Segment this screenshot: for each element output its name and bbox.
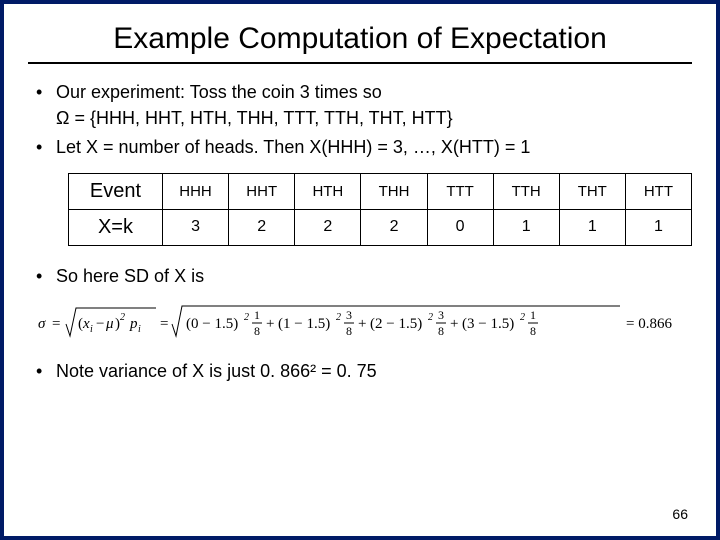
svg-text:+: + <box>358 316 366 332</box>
table-cell: 0 <box>427 209 493 245</box>
svg-text:(1 − 1.5): (1 − 1.5) <box>278 316 330 332</box>
bullet-list-top: Our experiment: Toss the coin 3 times so <box>28 80 692 104</box>
row-header-xk: X=k <box>69 209 163 245</box>
col-header: HHH <box>162 173 228 209</box>
bullet-list-top2: Let X = number of heads. Then X(HHH) = 3… <box>28 135 692 159</box>
svg-text:8: 8 <box>438 324 444 338</box>
svg-text:2: 2 <box>520 312 525 323</box>
slide-title: Example Computation of Expectation <box>28 22 692 56</box>
bullet-list-mid: So here SD of X is <box>28 264 692 288</box>
svg-text:p: p <box>129 316 138 332</box>
slide-frame: Example Computation of Expectation Our e… <box>0 0 720 540</box>
col-header: HTT <box>625 173 691 209</box>
table-cell: 1 <box>559 209 625 245</box>
bullet-sd: So here SD of X is <box>28 264 692 288</box>
svg-text:2: 2 <box>336 312 341 323</box>
svg-text:+: + <box>266 316 274 332</box>
event-table: Event HHH HHT HTH THH TTT TTH THT HTT X=… <box>68 173 692 246</box>
col-header: TTT <box>427 173 493 209</box>
bullet-experiment: Our experiment: Toss the coin 3 times so <box>28 80 692 104</box>
svg-text:(0 − 1.5): (0 − 1.5) <box>186 316 238 332</box>
formula-svg: σ = ( x i − μ ) 2 p i = (0 − 1.5) 2 1 8 <box>38 298 678 346</box>
svg-text:x: x <box>82 316 90 332</box>
svg-text:3: 3 <box>346 308 352 322</box>
bullet-variance: Note variance of X is just 0. 866² = 0. … <box>28 359 692 383</box>
table-cell: 3 <box>162 209 228 245</box>
svg-text:2: 2 <box>428 312 433 323</box>
svg-text:1: 1 <box>530 308 536 322</box>
row-header-event: Event <box>69 173 163 209</box>
svg-text:3: 3 <box>438 308 444 322</box>
svg-text:8: 8 <box>254 324 260 338</box>
col-header: HTH <box>295 173 361 209</box>
svg-text:= 0.866: = 0.866 <box>626 316 672 332</box>
formula: σ = ( x i − μ ) 2 p i = (0 − 1.5) 2 1 8 <box>38 298 692 351</box>
col-header: THH <box>361 173 427 209</box>
svg-text:2: 2 <box>120 312 125 323</box>
svg-text:(3 − 1.5): (3 − 1.5) <box>462 316 514 332</box>
title-divider <box>28 62 692 64</box>
svg-text:=: = <box>52 316 60 332</box>
bullet-list-bottom: Note variance of X is just 0. 866² = 0. … <box>28 359 692 383</box>
table-cell: 2 <box>295 209 361 245</box>
svg-text:−: − <box>96 316 104 332</box>
table-cell: 1 <box>493 209 559 245</box>
col-header: TTH <box>493 173 559 209</box>
svg-text:(2 − 1.5): (2 − 1.5) <box>370 316 422 332</box>
table-row: X=k 3 2 2 2 0 1 1 1 <box>69 209 692 245</box>
svg-text:i: i <box>90 324 93 335</box>
col-header: HHT <box>229 173 295 209</box>
bullet-experiment-omega: Ω = {HHH, HHT, HTH, THH, TTT, TTH, THT, … <box>28 106 692 130</box>
table-cell: 2 <box>361 209 427 245</box>
svg-text:8: 8 <box>530 324 536 338</box>
svg-text:2: 2 <box>244 312 249 323</box>
bullet-let-x: Let X = number of heads. Then X(HHH) = 3… <box>28 135 692 159</box>
svg-text:μ: μ <box>105 316 114 332</box>
svg-text:σ: σ <box>38 316 46 332</box>
col-header: THT <box>559 173 625 209</box>
page-number: 66 <box>672 506 688 522</box>
table-row: Event HHH HHT HTH THH TTT TTH THT HTT <box>69 173 692 209</box>
svg-text:=: = <box>160 316 168 332</box>
table-cell: 2 <box>229 209 295 245</box>
svg-text:i: i <box>138 324 141 335</box>
table-cell: 1 <box>625 209 691 245</box>
svg-text:1: 1 <box>254 308 260 322</box>
svg-text:8: 8 <box>346 324 352 338</box>
svg-text:+: + <box>450 316 458 332</box>
